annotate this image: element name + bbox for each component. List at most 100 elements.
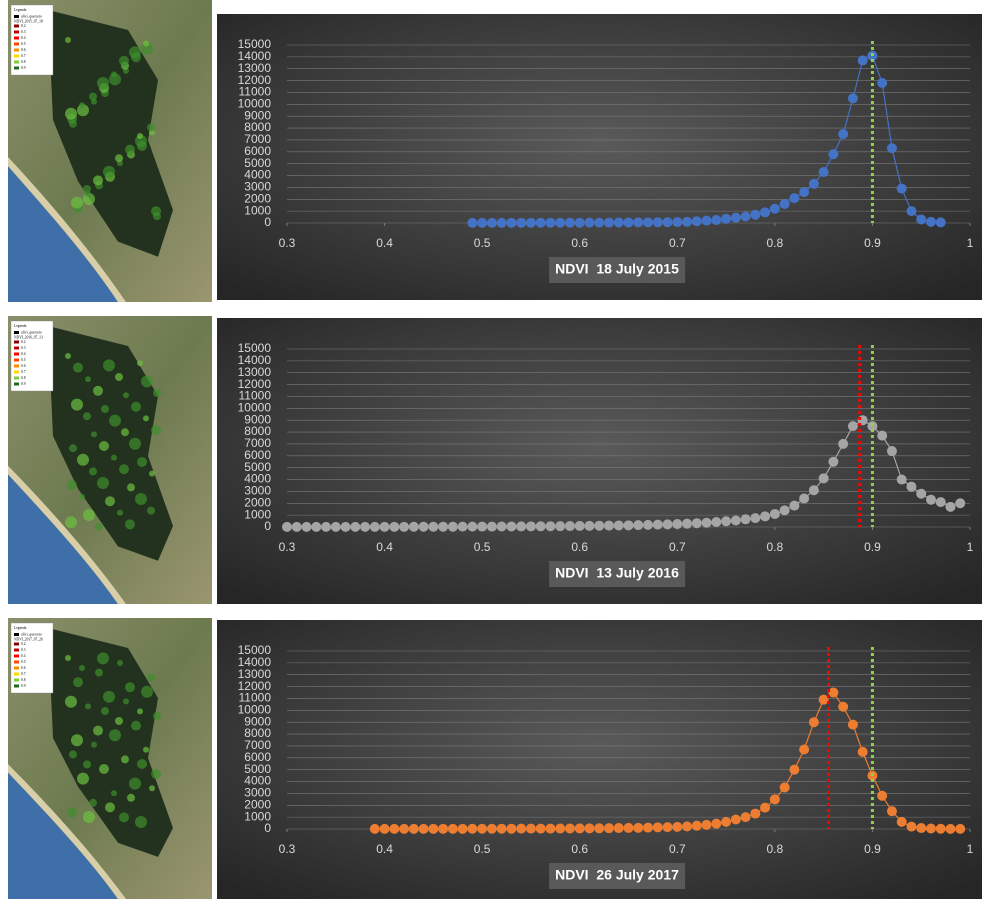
x-tick-label: 0.6 (571, 236, 588, 250)
data-point (731, 213, 741, 223)
data-point (331, 522, 341, 532)
data-point (360, 522, 370, 532)
data-point (604, 823, 614, 833)
data-point (682, 519, 692, 529)
map-vegetation (117, 510, 123, 516)
y-tick-label: 15000 (238, 341, 272, 355)
data-point (887, 446, 897, 456)
data-point (780, 199, 790, 209)
map-vegetation (89, 799, 97, 807)
map-vegetation (91, 431, 97, 437)
data-point (897, 475, 907, 485)
data-point (584, 521, 594, 531)
legend-layer: NDVI_2016_07_13 (14, 335, 43, 339)
data-point (750, 210, 760, 220)
data-point (448, 824, 458, 834)
chart-panel: 0100020003000400050006000700080009000100… (217, 318, 982, 604)
legend-swatch (14, 667, 19, 670)
data-point (545, 521, 555, 531)
data-point (682, 217, 692, 227)
data-point (711, 215, 721, 225)
map-vegetation (125, 145, 135, 155)
data-point (526, 521, 536, 531)
map-vegetation (77, 454, 89, 466)
legend-swatch (14, 31, 19, 34)
map-vegetation (123, 698, 129, 704)
x-tick-label: 0.3 (279, 842, 296, 856)
y-tick-label: 15000 (238, 37, 272, 51)
legend-swatch (14, 685, 19, 688)
data-point (555, 521, 565, 531)
data-point (487, 522, 497, 532)
data-point (770, 794, 780, 804)
data-point (526, 218, 536, 228)
legend-item: 0.7 (21, 370, 26, 374)
map-vegetation (103, 359, 115, 371)
legend-swatch (14, 49, 19, 52)
data-point (516, 521, 526, 531)
map-vegetation (109, 729, 121, 741)
data-point (877, 791, 887, 801)
map-vegetation (151, 769, 161, 779)
legend-item: 0.5 (21, 42, 26, 46)
legend-swatch (14, 43, 19, 46)
map-legend: Legendaulivi_quercetoNDVI_2017_07_260.20… (11, 623, 53, 693)
data-point (741, 812, 751, 822)
data-point (789, 501, 799, 511)
data-point (428, 522, 438, 532)
map-vegetation (105, 496, 115, 506)
x-tick-label: 0.3 (279, 236, 296, 250)
data-point (614, 520, 624, 530)
data-point (380, 522, 390, 532)
legend-swatch (14, 341, 19, 344)
data-point (848, 93, 858, 103)
x-tick-label: 0.7 (669, 540, 686, 554)
map-vegetation (91, 742, 97, 748)
legend-item: 0.2 (21, 340, 26, 344)
map-legend: Legendaulivi_quercetoNDVI_2015_07_180.20… (11, 5, 53, 75)
data-point (555, 824, 565, 834)
data-point (643, 217, 653, 227)
map-vegetation (141, 686, 153, 698)
data-point (848, 421, 858, 431)
data-point (282, 522, 292, 532)
map-vegetation (111, 455, 117, 461)
data-point (624, 217, 634, 227)
legend-item: 0.5 (21, 358, 26, 362)
x-tick-label: 0.9 (864, 540, 881, 554)
map-vegetation (73, 677, 83, 687)
map-vegetation (83, 811, 95, 823)
map-vegetation (105, 802, 115, 812)
legend-swatch (14, 37, 19, 40)
map-image: Legendaulivi_quercetoNDVI_2016_07_130.20… (8, 316, 212, 604)
data-point (770, 204, 780, 214)
data-point (897, 184, 907, 194)
map-vegetation (115, 154, 123, 162)
map-vegetation (135, 493, 147, 505)
data-point (341, 522, 351, 532)
data-point (692, 216, 702, 226)
legend-swatch (14, 661, 19, 664)
data-point (799, 187, 809, 197)
data-point (916, 214, 926, 224)
data-point (497, 522, 507, 532)
data-point (399, 522, 409, 532)
data-point (672, 217, 682, 227)
data-point (955, 824, 965, 834)
data-point (389, 824, 399, 834)
data-point (350, 522, 360, 532)
map-vegetation (131, 721, 141, 731)
data-point (633, 823, 643, 833)
data-point (809, 485, 819, 495)
data-point (604, 218, 614, 228)
data-point (633, 217, 643, 227)
data-point (711, 517, 721, 527)
map-vegetation (65, 696, 77, 708)
x-tick-label: 0.6 (571, 842, 588, 856)
data-point (292, 522, 302, 532)
data-point (653, 217, 663, 227)
data-point (545, 218, 555, 228)
data-point (467, 218, 477, 228)
data-point (467, 522, 477, 532)
map-vegetation (101, 405, 109, 413)
